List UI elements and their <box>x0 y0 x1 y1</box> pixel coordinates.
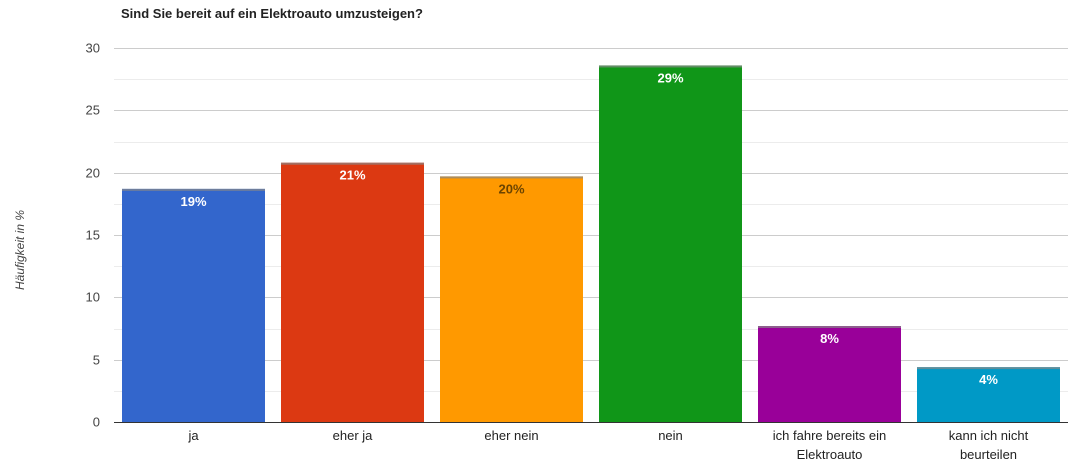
data-label: 4% <box>979 372 998 387</box>
x-tick-label: nein <box>658 428 683 443</box>
bar-top-edge <box>440 176 583 179</box>
x-tick-label: beurteilen <box>960 447 1017 462</box>
bar-top-edge <box>917 367 1060 370</box>
bar <box>758 326 901 422</box>
data-label: 21% <box>339 168 365 183</box>
y-axis-ticks: 0 5 10 15 20 25 30 <box>86 41 100 430</box>
gridlines <box>114 48 1068 423</box>
bar <box>440 176 583 422</box>
y-tick-label: 0 <box>93 415 100 430</box>
data-label: 29% <box>657 70 683 85</box>
data-label: 19% <box>180 194 206 209</box>
bar-top-edge <box>758 326 901 329</box>
y-tick-label: 5 <box>93 353 100 368</box>
x-axis-categories: ja eher ja eher nein nein ich fahre bereits … <box>187 428 1028 462</box>
x-tick-label: eher ja <box>333 428 374 443</box>
chart-title: Sind Sie bereit auf ein Elektroauto umzu… <box>121 6 423 21</box>
bar <box>599 65 742 422</box>
y-tick-label: 25 <box>86 103 100 118</box>
bar <box>917 367 1060 422</box>
x-tick-label: Elektroauto <box>797 447 863 462</box>
bar-top-edge <box>281 162 424 165</box>
data-labels: 19% 21% 20% 29% 8% 4% <box>180 70 998 387</box>
data-label: 20% <box>498 181 524 196</box>
data-label: 8% <box>820 331 839 346</box>
y-tick-label: 10 <box>86 290 100 305</box>
y-tick-label: 20 <box>86 166 100 181</box>
x-tick-label: ja <box>187 428 199 443</box>
bar <box>122 188 265 422</box>
x-tick-label: eher nein <box>484 428 538 443</box>
y-tick-label: 30 <box>86 41 100 56</box>
x-tick-label: kann ich nicht <box>949 428 1029 443</box>
bars <box>122 65 1060 422</box>
bar-top-edge <box>122 188 265 191</box>
y-tick-label: 15 <box>86 228 100 243</box>
bar <box>281 162 424 422</box>
x-tick-label: ich fahre bereits ein <box>773 428 886 443</box>
bar-top-edge <box>599 65 742 68</box>
